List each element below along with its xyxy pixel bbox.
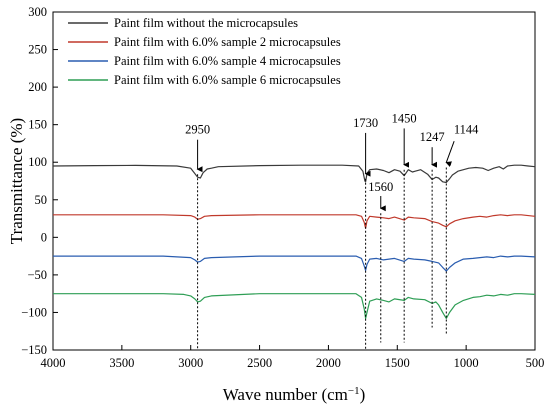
annotation-arrow (445, 141, 455, 168)
x-tick-label: 4000 (41, 356, 66, 370)
annotation-label: 1560 (368, 180, 393, 194)
y-tick-label: 250 (28, 43, 47, 57)
x-tick-label: 3500 (109, 356, 134, 370)
series-line-2 (53, 214, 536, 229)
annotation-label: 1144 (454, 123, 479, 137)
annotation-label: 2950 (185, 123, 210, 137)
series-line-1 (52, 164, 536, 184)
annotation-label: 1450 (392, 111, 417, 125)
plot-frame (52, 11, 536, 351)
x-tick-label: 2000 (316, 356, 341, 370)
annotation-label: 1247 (420, 130, 445, 144)
y-tick-label: −100 (21, 305, 47, 319)
y-tick-label: 200 (28, 80, 47, 94)
y-axis-title: Transmittance (%) (7, 118, 26, 244)
legend-entry: Paint film with 6.0% sample 6 microcapsu… (114, 73, 341, 87)
x-axis-title: Wave number (cm−1) (223, 385, 366, 404)
legend-entry: Paint film without the microcapsules (114, 16, 298, 30)
series-lines (52, 164, 536, 320)
series-line-4 (53, 293, 536, 320)
series-line-3 (53, 255, 536, 272)
plot-border (52, 11, 536, 351)
y-tick-label: 100 (28, 155, 47, 169)
y-tick-label: −150 (21, 343, 47, 357)
x-tick-label: 3000 (178, 356, 203, 370)
y-tick-label: 300 (28, 5, 47, 19)
annotation-label: 1730 (353, 116, 378, 130)
y-tick-label: 0 (41, 230, 47, 244)
y-tick-label: 50 (35, 193, 48, 207)
y-tick-label: −50 (27, 268, 47, 282)
legend-entry: Paint film with 6.0% sample 2 microcapsu… (114, 35, 341, 49)
x-tick-label: 1000 (454, 356, 479, 370)
y-tick-label: 150 (28, 118, 47, 132)
axis-ticks: 4000 3500 3000 2500 2000 1500 1000 500300250200… (21, 5, 544, 370)
legend-entry: Paint film with 6.0% sample 4 microcapsu… (114, 54, 341, 68)
x-tick-label: 500 (526, 356, 545, 370)
legend: Paint film without the microcapsules Pain… (68, 16, 341, 87)
x-tick-label: 2500 (247, 356, 272, 370)
x-tick-label: 1500 (385, 356, 410, 370)
